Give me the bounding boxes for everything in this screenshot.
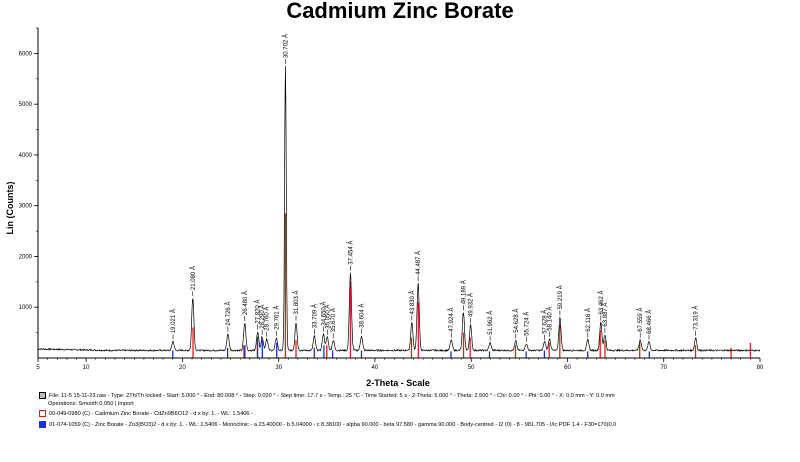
peak-label: 63.887 Å (602, 303, 609, 327)
x-tick-label: 30 (275, 365, 282, 371)
legend-text-measurement: File: 11-5 15-11-23.raw - Type: 2Th/Th l… (49, 392, 615, 399)
y-tick-label: 3000 (19, 204, 33, 210)
peak-label: 68.466 Å (646, 310, 653, 334)
peak-label: 44.487 Å (415, 251, 422, 275)
x-tick-label: 60 (564, 365, 571, 371)
peak-label: 55.724 Å (523, 312, 530, 336)
peak-label: 26.480 Å (242, 291, 249, 315)
y-tick-label: 5000 (19, 102, 33, 108)
chart-title: Cadmium Zinc Borate (286, 0, 513, 23)
y-tick-label: 2000 (19, 255, 33, 261)
legend-swatch-blue (39, 421, 46, 428)
peak-label: 54.628 Å (513, 309, 520, 333)
legend-swatch-measurement (39, 392, 46, 399)
y-tick-label: 6000 (19, 51, 33, 57)
peak-label: 67.559 Å (637, 308, 644, 332)
y-tick-label: 4000 (19, 153, 33, 159)
peak-label: 59.219 Å (557, 285, 564, 309)
legend-entry-zinc-borate: 01-074-1059 (C) - Zinc Borate - Zn3(BO3)… (39, 421, 616, 428)
peak-label: 49.932 Å (468, 293, 475, 317)
peak-labels: 19.021 Å 21.080 Å 24.726 Å 26.480 Å 27.820 Å… (170, 34, 700, 342)
peak-label: 63.462 Å (598, 290, 605, 314)
x-tick-label: 80 (757, 365, 764, 371)
x-tick-label: 70 (660, 365, 667, 371)
legend-entry-operations: Operations: Smooth 0.050 | Import (39, 401, 134, 407)
peak-label: 35.050 Å (324, 305, 331, 329)
legend-text-operations: Operations: Smooth 0.050 | Import (48, 401, 134, 407)
diffraction-pattern-line (37, 66, 761, 353)
peak-label: 31.803 Å (293, 290, 300, 314)
x-axis-label: 2-Theta - Scale (366, 378, 430, 388)
peak-label: 30.702 Å (282, 34, 289, 58)
legend-entry-cadmium-zinc-borate: 00-049-0980 (C) - Cadmium Zinc Borate - … (39, 410, 253, 417)
legend-text-zinc-borate: 01-074-1059 (C) - Zinc Borate - Zn3(BO3)… (49, 421, 617, 428)
x-tick-label: 5 (36, 365, 40, 371)
legend-text-cadmium-zinc-borate: 00-049-0980 (C) - Cadmium Zinc Borate - … (49, 410, 253, 417)
peak-label: 28.290 Å (259, 305, 266, 329)
y-tick-label: 1000 (19, 305, 33, 311)
y-axis-label: Lin (Counts) (5, 182, 15, 235)
peak-label: 37.454 Å (347, 241, 354, 265)
peak-label: 43.830 Å (409, 290, 416, 314)
peak-label: 47.924 Å (448, 308, 455, 332)
peak-label: 49.189 Å (460, 280, 467, 304)
peak-label: 35.670 Å (330, 308, 337, 332)
peak-label: 57.628 Å (542, 310, 549, 334)
legend-swatch-red (39, 410, 46, 417)
peak-label: 51.962 Å (487, 311, 494, 335)
x-tick-label: 10 (83, 365, 90, 371)
reference-lines-blue (172, 336, 650, 358)
peak-label: 29.761 Å (273, 306, 280, 330)
peak-label: 28.760 Å (264, 307, 271, 331)
legend-entry-measurement: File: 11-5 15-11-23.raw - Type: 2Th/Th l… (39, 392, 615, 399)
x-tick-label: 20 (179, 365, 186, 371)
peak-label: 34.650 Å (320, 302, 327, 326)
peak-label: 24.726 Å (225, 302, 232, 326)
peak-label: 21.080 Å (190, 266, 197, 290)
peak-label: 58.140 Å (547, 307, 554, 331)
peak-label: 19.021 Å (170, 309, 177, 333)
peak-label: 73.319 Å (693, 306, 700, 330)
x-tick-label: 40 (372, 365, 379, 371)
axes: 1000 2000 3000 4000 5000 6000 5 10 20 30 40 50 60 70 8… (19, 27, 764, 371)
peak-label: 33.709 Å (311, 304, 318, 328)
peak-label: 27.820 Å (255, 300, 262, 324)
x-tick-label: 50 (468, 365, 475, 371)
peak-label: 38.604 Å (359, 304, 366, 328)
peak-label: 62.116 Å (585, 308, 592, 332)
